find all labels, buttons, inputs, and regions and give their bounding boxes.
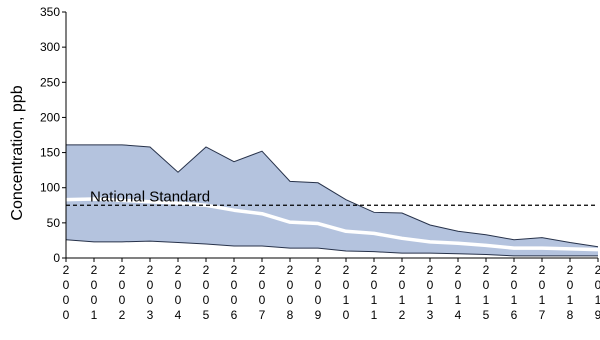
upper-band-line [66,144,599,248]
y-axis-label: Concentration, ppb [9,85,26,220]
y-tick-label: 350 [40,5,60,19]
y-tick-label: 100 [40,181,60,195]
lower-band-line [65,239,598,257]
mean-line [65,197,599,252]
y-tick-label: 150 [40,146,60,160]
range-band-area [66,144,598,256]
plot-area: National Standard [65,144,599,257]
national-standard-label: National Standard [90,188,210,205]
y-tick-label: 0 [53,251,60,265]
y-tick-label: 300 [40,40,60,54]
y-tick-label: 250 [40,75,60,89]
axes: 0 50 100 150 200 250 300 350 2 0 0 0 2 0 0 1 2 0 0 2 2 0 0 3 2 0 0… [40,5,600,322]
y-tick-label: 50 [47,216,61,230]
y-tick-label: 200 [40,110,60,124]
